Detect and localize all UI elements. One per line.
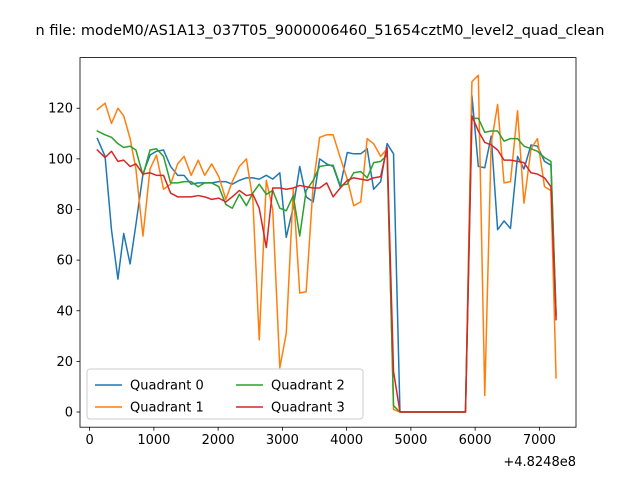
- legend-label-3: Quadrant 3: [271, 401, 345, 416]
- x-tick-label: 6000: [459, 433, 492, 448]
- x-tick-label: 1000: [137, 433, 170, 448]
- x-axis-offset-label: +4.8248e8: [503, 455, 576, 470]
- series-line-2: [96, 117, 557, 413]
- x-tick-label: 2000: [202, 433, 235, 448]
- x-tick-label: 0: [85, 433, 93, 448]
- legend-box: [86, 368, 364, 420]
- y-tick-label: 60: [56, 254, 73, 269]
- series-line-3: [96, 115, 557, 413]
- y-tick-label: 80: [56, 203, 73, 218]
- y-tick-label: 20: [56, 355, 73, 370]
- series-line-0: [96, 94, 557, 413]
- legend-label-0: Quadrant 0: [130, 379, 204, 394]
- y-tick-label: 40: [56, 304, 73, 319]
- chart-title: n file: modeM0/AS1A13_037T05_9000006460_…: [36, 23, 605, 39]
- x-tick-label: 5000: [394, 433, 427, 448]
- y-axis: 0 20 40 60 80 100 120: [48, 102, 80, 421]
- x-tick-label: 4000: [330, 433, 363, 448]
- x-tick-label: 3000: [266, 433, 299, 448]
- y-tick-label: 120: [48, 102, 73, 117]
- x-axis: 0 1000 2000 3000 4000 5000 6000 7000: [85, 427, 556, 448]
- legend-label-1: Quadrant 1: [130, 401, 204, 416]
- legend-label-2: Quadrant 2: [271, 379, 345, 394]
- legend: Quadrant 0 Quadrant 1 Quadrant 2 Quadrant 3: [86, 368, 364, 420]
- y-tick-label: 0: [65, 406, 73, 421]
- series-lines: [96, 74, 557, 413]
- plot-frame: [79, 57, 577, 428]
- x-tick-label: 7000: [523, 433, 556, 448]
- series-line-1: [96, 74, 557, 413]
- y-tick-label: 100: [48, 152, 73, 167]
